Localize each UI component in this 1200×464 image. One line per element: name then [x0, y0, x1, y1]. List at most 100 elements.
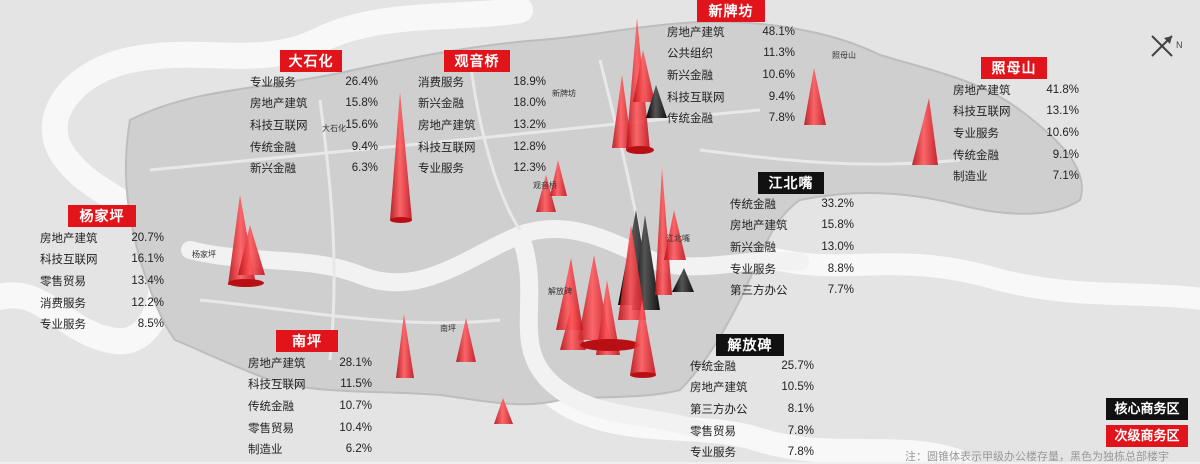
cone-dashihua-1: [390, 92, 412, 220]
industry-share: 15.8%: [345, 97, 378, 110]
industry-name: 科技互联网: [40, 254, 98, 267]
north-letter: N: [1176, 40, 1183, 50]
industry-name: 房地产建筑: [248, 357, 306, 370]
district-zone: [124, 20, 1083, 406]
industry-share: 13.2%: [513, 118, 546, 131]
industry-share: 16.1%: [131, 253, 164, 266]
cone-xinpaifang-base: [626, 146, 654, 154]
industry-name: 零售贸易: [248, 422, 294, 435]
industry-table: 房地产建筑 20.7% 科技互联网 16.1% 零售贸易 13.4% 消费服务 12.2% 专业…: [40, 227, 164, 335]
industry-share: 18.9%: [513, 75, 546, 88]
river-inner-south: [511, 226, 709, 439]
industry-share: 10.6%: [1046, 126, 1079, 139]
industry-row: 房地产建筑 41.8%: [953, 79, 1079, 101]
cone-core-7: [556, 258, 583, 330]
industry-table: 房地产建筑 41.8% 科技互联网 13.1% 专业服务 10.6% 传统金融 9.1% 制造业…: [953, 79, 1079, 187]
industry-row: 零售贸易 10.4%: [248, 417, 372, 439]
industry-row: 第三方办公 8.1%: [690, 398, 814, 420]
industry-share: 7.8%: [787, 424, 814, 437]
legend-secondary: 次级商务区: [1106, 425, 1188, 447]
industry-share: 12.3%: [513, 162, 546, 175]
industry-share: 48.1%: [762, 25, 795, 38]
industry-row: 专业服务 7.8%: [690, 441, 814, 463]
industry-row: 科技互联网 11.5%: [248, 374, 372, 396]
industry-share: 15.8%: [821, 219, 854, 232]
cone-guanyinqiao-1: [536, 175, 556, 212]
industry-row: 传统金融 10.7%: [248, 395, 372, 417]
industry-row: 房地产建筑 28.1%: [248, 352, 372, 374]
industry-name: 零售贸易: [40, 275, 86, 288]
industry-share: 41.8%: [1046, 83, 1079, 96]
cone-jiefangbei-1: [630, 300, 656, 375]
industry-name: 专业服务: [730, 263, 776, 276]
industry-row: 专业服务 10.6%: [953, 122, 1079, 144]
industry-table: 消费服务 18.9% 新兴金融 18.0% 房地产建筑 13.2% 科技互联网 12.8% 专业…: [418, 71, 546, 179]
industry-share: 10.6%: [762, 68, 795, 81]
industry-row: 消费服务 18.9%: [418, 71, 546, 93]
cone-nanping-1: [396, 314, 414, 378]
industry-share: 20.7%: [131, 231, 164, 244]
cone-xinpaifang-3: [633, 50, 655, 102]
industry-name: 制造业: [248, 444, 283, 457]
industry-row: 传统金融 25.7%: [690, 355, 814, 377]
industry-share: 11.3%: [763, 47, 795, 60]
industry-name: 科技互联网: [250, 119, 308, 132]
panel-title: 新牌坊: [697, 0, 765, 22]
industry-name: 第三方办公: [730, 285, 788, 298]
industry-row: 房地产建筑 20.7%: [40, 227, 164, 249]
map-label-jiangbeizui: 江北嘴: [666, 234, 690, 243]
industry-share: 9.1%: [1052, 148, 1079, 161]
industry-row: 房地产建筑 13.2%: [418, 114, 546, 136]
cone-core-9: [618, 225, 646, 320]
cone-core-base: [580, 339, 640, 351]
industry-name: 科技互联网: [248, 379, 306, 392]
map-label-jiefangbei: 解放碑: [548, 287, 572, 296]
industry-name: 传统金融: [250, 141, 296, 154]
industry-share: 7.1%: [1052, 170, 1079, 183]
industry-share: 11.5%: [340, 378, 372, 391]
industry-row: 科技互联网 12.8%: [418, 136, 546, 158]
industry-row: 新兴金融 6.3%: [250, 157, 378, 179]
map-label-dashihua: 大石化: [322, 124, 346, 133]
industry-share: 13.0%: [821, 240, 854, 253]
cone-xinpaifang-1: [612, 75, 632, 148]
cone-core-10: [560, 300, 586, 350]
industry-share: 13.4%: [131, 274, 164, 287]
cone-core-3: [655, 168, 672, 295]
industry-table: 传统金融 25.7% 房地产建筑 10.5% 第三方办公 8.1% 零售贸易 7.8% 专业服务…: [690, 355, 814, 463]
industry-row: 制造业 7.1%: [953, 165, 1079, 187]
industry-name: 制造业: [953, 171, 988, 184]
cone-zhaomushan-1: [912, 98, 938, 165]
industry-row: 新兴金融 13.0%: [730, 236, 854, 258]
industry-name: 传统金融: [667, 113, 713, 126]
cone-xinpaifang-east: [804, 68, 826, 125]
industry-name: 科技互联网: [953, 106, 1011, 119]
industry-row: 专业服务 26.4%: [250, 71, 378, 93]
footnote: 注：圆锥体表示甲级办公楼存量，黑色为独栋总部楼宇: [905, 451, 1169, 463]
industry-share: 6.2%: [345, 443, 372, 456]
industry-share: 10.4%: [339, 421, 372, 434]
industry-name: 专业服务: [418, 163, 464, 176]
industry-name: 专业服务: [250, 76, 296, 89]
industry-row: 第三方办公 7.7%: [730, 279, 854, 301]
industry-share: 8.1%: [787, 402, 814, 415]
industry-row: 房地产建筑 48.1%: [667, 21, 795, 43]
industry-share: 26.4%: [345, 75, 378, 88]
industry-name: 传统金融: [730, 198, 776, 211]
industry-share: 8.5%: [137, 318, 164, 331]
industry-name: 房地产建筑: [40, 232, 98, 245]
industry-row: 零售贸易 13.4%: [40, 270, 164, 292]
industry-row: 制造业 6.2%: [248, 438, 372, 460]
map-label-yangjiaping: 杨家坪: [192, 250, 216, 259]
industry-name: 公共组织: [667, 48, 713, 61]
industry-share: 15.6%: [345, 118, 378, 131]
industry-name: 房地产建筑: [667, 26, 725, 39]
industry-row: 新兴金融 10.6%: [667, 64, 795, 86]
industry-row: 传统金融 9.1%: [953, 144, 1079, 166]
industry-table: 房地产建筑 48.1% 公共组织 11.3% 新兴金融 10.6% 科技互联网 9.4% 传统金…: [667, 21, 795, 129]
yangtze-river: [0, 0, 533, 355]
industry-name: 专业服务: [40, 319, 86, 332]
panel-title: 照母山: [981, 57, 1047, 79]
industry-row: 传统金融 33.2%: [730, 193, 854, 215]
industry-name: 科技互联网: [418, 141, 476, 154]
